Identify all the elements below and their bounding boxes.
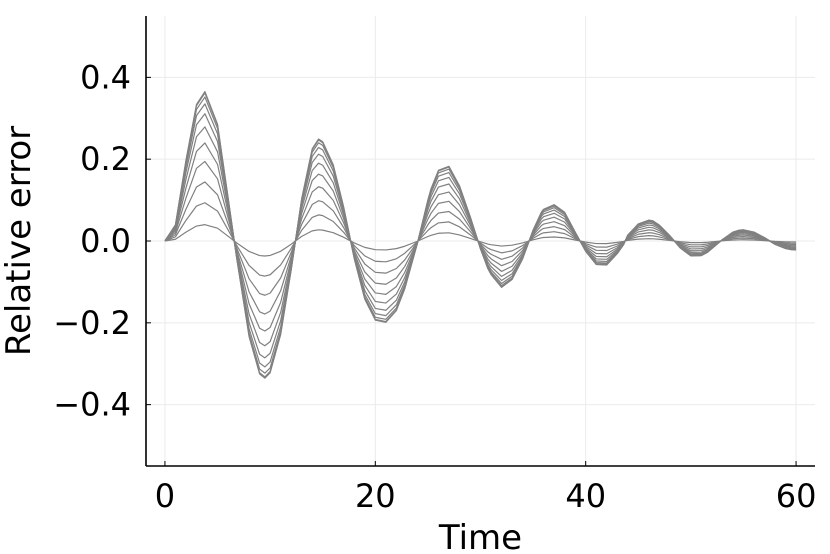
tick-labels: 0 20 40 60 −0.4 −0.2 0.0 0.2 0.4 [53,58,816,515]
series-line-10 [164,90,797,379]
x-tick-label-0: 0 [155,477,175,515]
series-line-2 [164,181,797,296]
series-line-1 [164,202,797,277]
series-line-4 [164,142,797,332]
y-tick-label-2: 0.0 [80,222,131,260]
series-line-6 [164,113,797,359]
series-line-5 [164,126,797,347]
y-tick-label-3: 0.2 [80,140,131,178]
series-line-8 [164,96,797,374]
y-tick-label-0: −0.4 [53,386,131,424]
x-tick-label-2: 40 [565,477,606,515]
x-tick-label-1: 20 [355,477,396,515]
series-line-3 [164,160,797,315]
y-axis-label: Relative error [0,126,39,356]
y-tick-label-4: 0.4 [80,58,131,96]
x-axis-label: Time [438,518,522,554]
x-tick-label-3: 60 [776,477,817,515]
series-lines [164,90,797,379]
series-line-0 [164,224,797,257]
y-tick-label-1: −0.2 [53,304,131,342]
series-line-9 [164,92,797,378]
